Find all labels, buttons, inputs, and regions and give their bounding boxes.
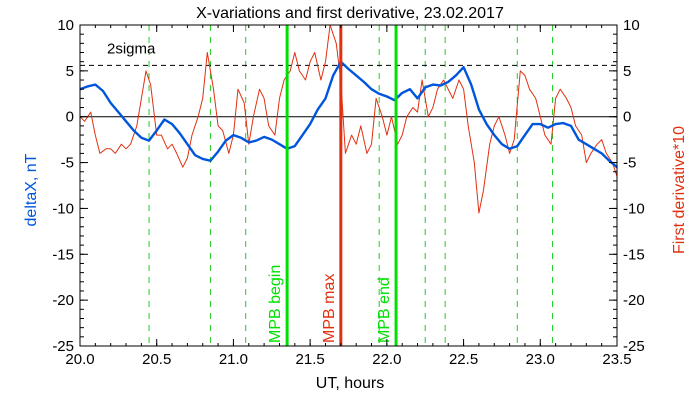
x-tick-label: 23.5 [602, 351, 631, 368]
x-axis-label: UT, hours [316, 375, 384, 392]
y-tick-label-right: 5 [623, 63, 631, 80]
event-label: MPB begin [267, 265, 284, 343]
y-axis-label-right: First derivative*10 [671, 126, 688, 254]
x-tick-label: 23.0 [526, 351, 555, 368]
series-line-derivative [79, 24, 618, 214]
x-tick-label: 21.0 [219, 351, 248, 368]
y-tick-label-left: 0 [66, 109, 74, 126]
y-tick-label-left: -25 [52, 338, 74, 355]
chart-title: X-variations and first derivative, 23.02… [196, 5, 504, 22]
axes: 20.0 20.5 21.0 21.5 22.0 22.5 23.0 23.5 10 10 5 5 0 0… [52, 17, 644, 368]
x-tick-label: 21.5 [296, 351, 325, 368]
y-tick-label-right: -5 [623, 155, 636, 172]
x-tick-label: 22.5 [449, 351, 478, 368]
y-tick-label-right: -20 [623, 292, 645, 309]
event-lines: MPB begin MPB max MPB end [267, 25, 398, 346]
y-tick-label-right: 0 [623, 109, 631, 126]
y-tick-label-right: -25 [623, 338, 645, 355]
y-tick-label-right: -10 [623, 200, 645, 217]
event-label: MPB max [321, 274, 338, 343]
reference-lines [80, 64, 617, 118]
event-label: MPB end [376, 277, 393, 343]
threshold-label: 2sigma [107, 40, 156, 57]
y-tick-label-left: -10 [52, 200, 74, 217]
y-tick-label-left: -5 [61, 155, 74, 172]
y-tick-label-right: -15 [623, 246, 645, 263]
x-tick-label: 20.0 [65, 351, 94, 368]
x-tick-label: 20.5 [142, 351, 171, 368]
plot-frame [79, 24, 618, 347]
dashed-marker-lines [148, 25, 554, 346]
y-tick-label-left: -15 [52, 246, 74, 263]
series-line-deltax [79, 60, 618, 169]
x-tick-label: 22.0 [372, 351, 401, 368]
series-layer [79, 24, 618, 214]
y-tick-label-left: 10 [57, 17, 74, 34]
y-tick-label-left: -20 [52, 292, 74, 309]
y-axis-label-left: deltaX, nT [23, 153, 40, 226]
y-tick-label-left: 5 [66, 63, 74, 80]
y-tick-label-right: 10 [623, 17, 640, 34]
